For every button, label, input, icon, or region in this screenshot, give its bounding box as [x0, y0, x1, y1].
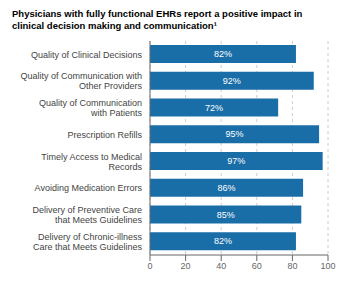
svg-text:Quality of Clinical Decisions: Quality of Clinical Decisions: [31, 49, 143, 59]
html-text:Physicians with fully function: Physicians with fully functional EHRs re…: [12, 8, 303, 32]
svg-text:Delivery of Chronic-illnessCar: Delivery of Chronic-illnessCare that Mee…: [33, 231, 143, 251]
svg-text:Avoiding Medication Errors: Avoiding Medication Errors: [35, 183, 143, 193]
svg-text:82%: 82%: [214, 236, 232, 246]
svg-text:40: 40: [216, 261, 226, 271]
svg-text:80: 80: [287, 261, 297, 271]
svg-text:85%: 85%: [217, 209, 235, 219]
svg-text:97%: 97%: [227, 156, 245, 166]
svg-text:Delivery of Preventive Caretha: Delivery of Preventive Carethat Meets Gu…: [32, 205, 142, 225]
svg-text:20: 20: [181, 261, 191, 271]
svg-text:100: 100: [320, 261, 335, 271]
svg-text:60: 60: [252, 261, 262, 271]
svg-text:82%: 82%: [214, 49, 232, 59]
svg-text:Timely Access to MedicalRecord: Timely Access to MedicalRecords: [41, 151, 142, 171]
svg-text:95%: 95%: [226, 129, 244, 139]
svg-text:72%: 72%: [205, 102, 223, 112]
svg-text:92%: 92%: [223, 76, 241, 86]
svg-text:86%: 86%: [218, 183, 236, 193]
svg-text:0: 0: [147, 261, 152, 271]
svg-text:Quality of Communicationwith P: Quality of Communicationwith Patients: [39, 98, 143, 118]
svg-text:Quality of Communication withO: Quality of Communication withOther Provi…: [20, 71, 142, 91]
svg-text:Prescription Refills: Prescription Refills: [67, 129, 142, 139]
